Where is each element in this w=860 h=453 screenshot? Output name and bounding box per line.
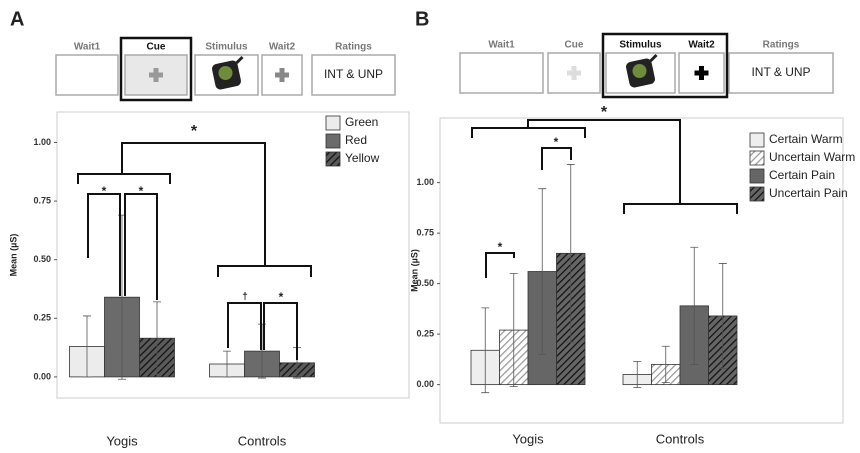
error-bar [718,263,727,369]
y-tick-label: 0.00 [33,371,51,381]
timeline-label: Ratings [763,40,800,51]
timeline-label: Stimulus [205,42,248,53]
y-tick-label: 0.00 [416,379,434,389]
cross-icon [699,66,704,80]
y-tick-label: 0.75 [416,228,434,238]
significance-bracket [527,119,681,204]
x-tick-label: Yogis [106,433,138,448]
y-tick-label: 0.25 [416,329,434,339]
timeline-label: Ratings [335,42,372,53]
timeline-highlight [601,32,729,99]
error-bar [661,345,670,384]
plot-frame [56,111,410,399]
legend-label: Certain Warm [769,132,843,146]
significance-marker: * [554,135,559,149]
significance-bracket [87,193,121,296]
legend-swatch [325,115,341,131]
y-tick-label: 1.00 [416,177,434,187]
y-axis-title: Mean (µS) [409,249,419,292]
rating-text: INT & UNP [751,65,810,79]
error-bar [566,164,575,343]
significance-marker: † [242,292,248,303]
panel-label: B [415,8,429,30]
significance-bracket [227,302,262,350]
timeline-box [55,54,119,96]
legend-swatch [325,133,341,149]
timeline-label: Wait1 [74,42,101,53]
error-bar [633,360,642,389]
y-axis-title: Mean (µS) [8,234,18,277]
panel-label: A [10,8,24,30]
stimulus-icon [218,66,233,80]
legend-label: Red [345,133,367,147]
significance-bracket [263,302,298,360]
significance-marker: * [139,184,144,198]
x-tick-label: Controls [238,433,287,448]
legend-label: Uncertain Warm [769,150,855,164]
timeline-label: Cue [565,40,584,51]
significance-bracket [623,203,738,214]
y-tick-label: 0.50 [33,254,51,264]
x-tick-label: Yogis [512,431,544,446]
significance-bracket [217,265,312,277]
significance-bracket [541,147,572,170]
error-bar [83,315,91,378]
legend-label: Yellow [345,151,380,165]
significance-marker: * [102,184,107,198]
x-tick-label: Controls [656,431,705,446]
rating-text: INT & UNP [324,67,383,81]
timeline-label: Wait2 [269,42,296,53]
significance-bracket [485,252,515,278]
y-tick-label: 1.00 [33,137,51,147]
significance-bracket [471,127,586,138]
significance-bracket [124,193,158,300]
error-bar [153,301,161,375]
stimulus-cable [235,55,244,65]
error-bar [481,307,490,394]
stimulus-cable [649,53,658,63]
stimulus-icon [632,64,647,78]
legend-swatch [749,132,765,148]
legend-swatch [749,150,765,166]
legend-label: Certain Pain [769,168,835,182]
error-bar [690,246,699,365]
timeline-label: Wait1 [488,40,515,51]
timeline-label: Cue [147,42,166,53]
legend-swatch [749,168,765,184]
significance-bracket [77,173,171,184]
y-tick-label: 0.75 [33,195,51,205]
error-bar [509,273,518,388]
legend-label: Green [345,115,378,129]
cross-icon [279,68,285,82]
significance-marker: * [498,240,503,254]
plot-frame [439,117,844,424]
significance-bracket [121,142,266,266]
significance-marker: * [279,290,284,304]
legend-label: Uncertain Pain [769,186,848,200]
error-bar [538,188,547,355]
significance-marker: * [191,123,198,140]
legend-swatch [749,186,765,202]
timeline-box [459,52,544,94]
legend-swatch [325,151,341,167]
significance-marker: * [601,104,608,121]
timeline-box [311,54,396,96]
cross-icon [571,66,577,80]
cross-icon [153,68,159,82]
error-bar [223,350,231,378]
timeline-box [728,52,834,94]
timeline-label: Wait2 [688,40,715,51]
y-tick-label: 0.25 [33,313,51,323]
y-tick-label: 0.50 [416,278,434,288]
timeline-label: Stimulus [619,40,662,51]
timeline-highlight [119,36,193,102]
